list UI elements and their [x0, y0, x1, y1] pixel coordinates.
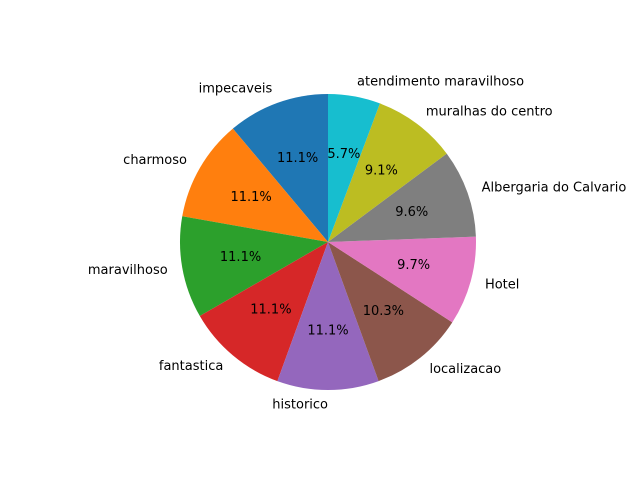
pie-percent-label-4: 11.1% — [250, 303, 291, 318]
pie-percent-label-3: 11.1% — [220, 250, 261, 265]
pie-slices — [179, 94, 476, 390]
pie-slice-10 — [328, 94, 380, 242]
pie-percent-label-8: 9.6% — [395, 205, 428, 220]
pie-percent-label-1: 11.1% — [277, 151, 318, 166]
pie-slice-7 — [328, 236, 476, 323]
pie-slice-9 — [328, 103, 447, 242]
pie-category-labels: impecaveis charmoso maravilhoso fantastica h… — [88, 74, 626, 412]
pie-slice-1 — [232, 94, 328, 242]
pie-slice-5 — [277, 242, 379, 390]
pie-category-label-2: charmoso — [123, 153, 187, 168]
pie-percent-label-6: 10.3% — [363, 304, 404, 319]
pie-category-label-5: historico — [272, 397, 328, 412]
pie-category-label-8: Albergaria do Calvario — [482, 181, 627, 196]
pie-percent-label-5: 11.1% — [307, 323, 348, 338]
pie-percent-label-7: 9.7% — [397, 258, 430, 273]
pie-category-label-4: fantastica — [159, 359, 223, 374]
pie-category-label-7: Hotel — [485, 278, 519, 293]
pie-slice-2 — [182, 128, 328, 242]
pie-slice-8 — [328, 153, 476, 242]
pie-category-label-3: maravilhoso — [88, 263, 168, 278]
pie-percent-label-10: 5.7% — [327, 147, 360, 162]
pie-slice-3 — [179, 216, 328, 316]
pie-percent-label-9: 9.1% — [365, 164, 398, 179]
pie-category-label-1: impecaveis — [199, 82, 273, 97]
pie-category-label-10: atendimento maravilhoso — [357, 74, 524, 89]
pie-slice-4 — [199, 242, 328, 382]
pie-percent-labels: 11.1% 11.1% 11.1% 11.1% 11.1% 10.3% 9.7% 9.6% 9.… — [220, 147, 430, 338]
pie-percent-label-2: 11.1% — [230, 190, 271, 205]
pie-category-label-6: localizacao — [429, 362, 501, 377]
pie-slice-6 — [328, 242, 453, 382]
pie-category-label-9: muralhas do centro — [426, 104, 553, 119]
